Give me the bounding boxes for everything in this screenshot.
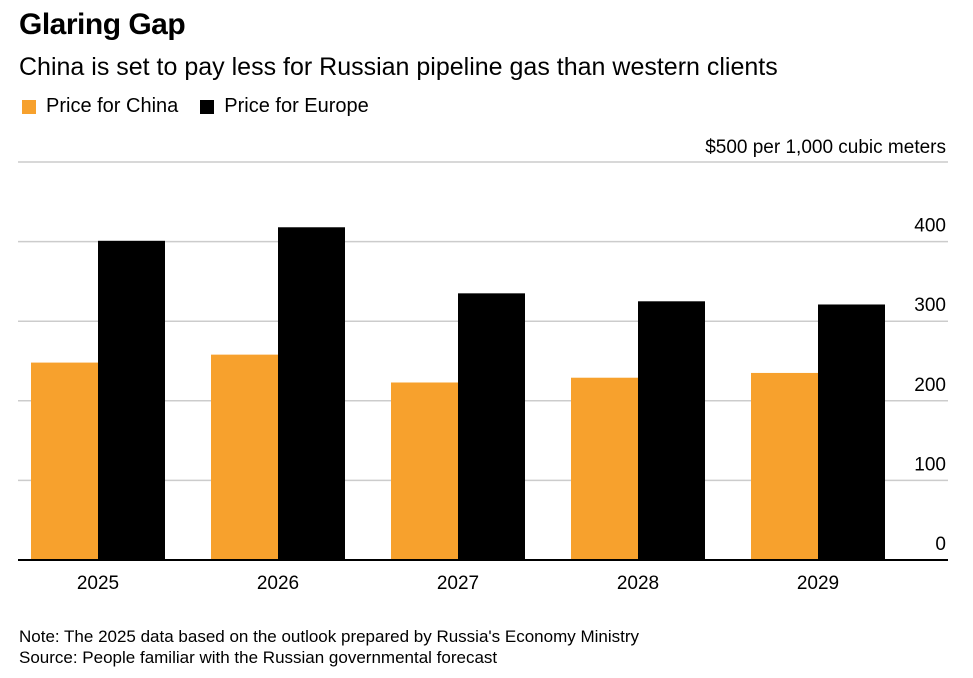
bar-china — [391, 382, 458, 560]
bar-europe — [458, 293, 525, 560]
x-tick-label: 2027 — [437, 573, 479, 594]
x-tick-label: 2029 — [797, 573, 839, 594]
y-axis-unit-label: $500 per 1,000 cubic meters — [705, 137, 946, 158]
notes: Note: The 2025 data based on the outlook… — [19, 626, 639, 668]
y-tick-label: 100 — [914, 454, 946, 475]
bar-europe — [278, 227, 345, 560]
legend-swatch-europe — [200, 99, 215, 114]
bar-china — [571, 377, 638, 560]
bar-europe — [818, 304, 885, 560]
source-text: Source: People familiar with the Russian… — [19, 648, 498, 667]
legend: Price for China Price for Europe — [22, 95, 369, 118]
legend-item-china: Price for China — [22, 95, 178, 118]
y-tick-label: 200 — [914, 375, 946, 396]
chart-title: Glaring Gap — [19, 8, 186, 41]
note-text: Note: The 2025 data based on the outlook… — [19, 627, 640, 646]
x-tick-label: 2028 — [617, 573, 659, 594]
legend-label-china: Price for China — [46, 95, 179, 117]
bar-china — [751, 372, 818, 560]
y-tick-label: 400 — [914, 216, 946, 237]
legend-swatch-china — [22, 99, 36, 114]
chart-subtitle: China is set to pay less for Russian pip… — [19, 53, 778, 81]
bar-china — [31, 362, 98, 560]
bar-china — [211, 354, 278, 560]
bar-europe — [638, 301, 705, 560]
legend-item-europe: Price for Europe — [200, 95, 369, 118]
y-tick-label: 0 — [935, 534, 946, 555]
legend-label-europe: Price for Europe — [224, 95, 369, 117]
bar-europe — [98, 240, 165, 560]
x-tick-label: 2025 — [77, 573, 119, 594]
y-tick-label: 300 — [914, 295, 946, 316]
x-tick-label: 2026 — [257, 573, 299, 594]
